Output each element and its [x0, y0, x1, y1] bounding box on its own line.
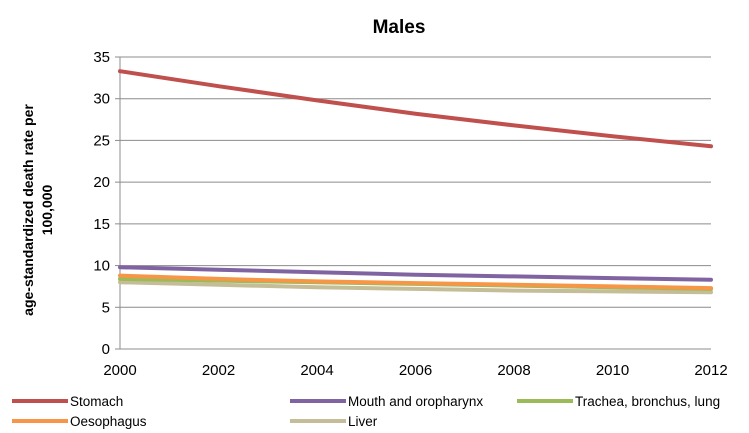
y-tick-labels: 0 5 10 15 20 25 30 35: [93, 49, 110, 358]
x-tick-label: 2004: [300, 362, 333, 379]
x-tick-label: 2006: [399, 362, 432, 379]
y-axis-label: age-standardized death rate per 100,000: [20, 104, 55, 316]
x-tick-label: 2008: [497, 362, 530, 379]
gridlines: [120, 56, 711, 308]
y-axis-label-line-1: age-standardized death rate per: [20, 104, 36, 316]
legend: Stomach Mouth and oropharynx Trachea, bron…: [12, 394, 720, 429]
chart-title: Males: [373, 17, 426, 38]
x-tick-label: 2000: [103, 362, 136, 379]
y-tick-label: 20: [93, 174, 110, 191]
series-lines: [118, 69, 713, 295]
x-tick-label: 2002: [202, 362, 235, 379]
legend-label: Stomach: [70, 394, 123, 409]
legend-label: Oesophagus: [70, 414, 147, 429]
x-tick-labels: 2000 2002 2004 2006 2008 2010 2012: [103, 362, 727, 379]
series-line-mouth-and-oropharynx: [118, 265, 713, 282]
y-tick-label: 35: [93, 49, 110, 66]
y-tick-label: 0: [102, 341, 110, 358]
y-tick-label: 15: [93, 216, 110, 233]
y-tick-label: 25: [93, 132, 110, 149]
y-tick-label: 30: [93, 91, 110, 108]
legend-label: Liver: [348, 414, 378, 429]
legend-label: Mouth and oropharynx: [348, 394, 483, 409]
legend-label: Trachea, bronchus, lung: [575, 394, 720, 409]
series-line-liver: [118, 280, 713, 295]
series-line-stomach: [118, 69, 713, 149]
x-tick-label: 2012: [694, 362, 727, 379]
axes: [115, 56, 711, 350]
x-tick-label: 2010: [596, 362, 629, 379]
y-axis-label-line-2: 100,000: [39, 184, 55, 235]
series-line-oesophagus: [118, 273, 713, 291]
y-tick-label: 10: [93, 258, 110, 275]
y-tick-label: 5: [102, 299, 110, 316]
